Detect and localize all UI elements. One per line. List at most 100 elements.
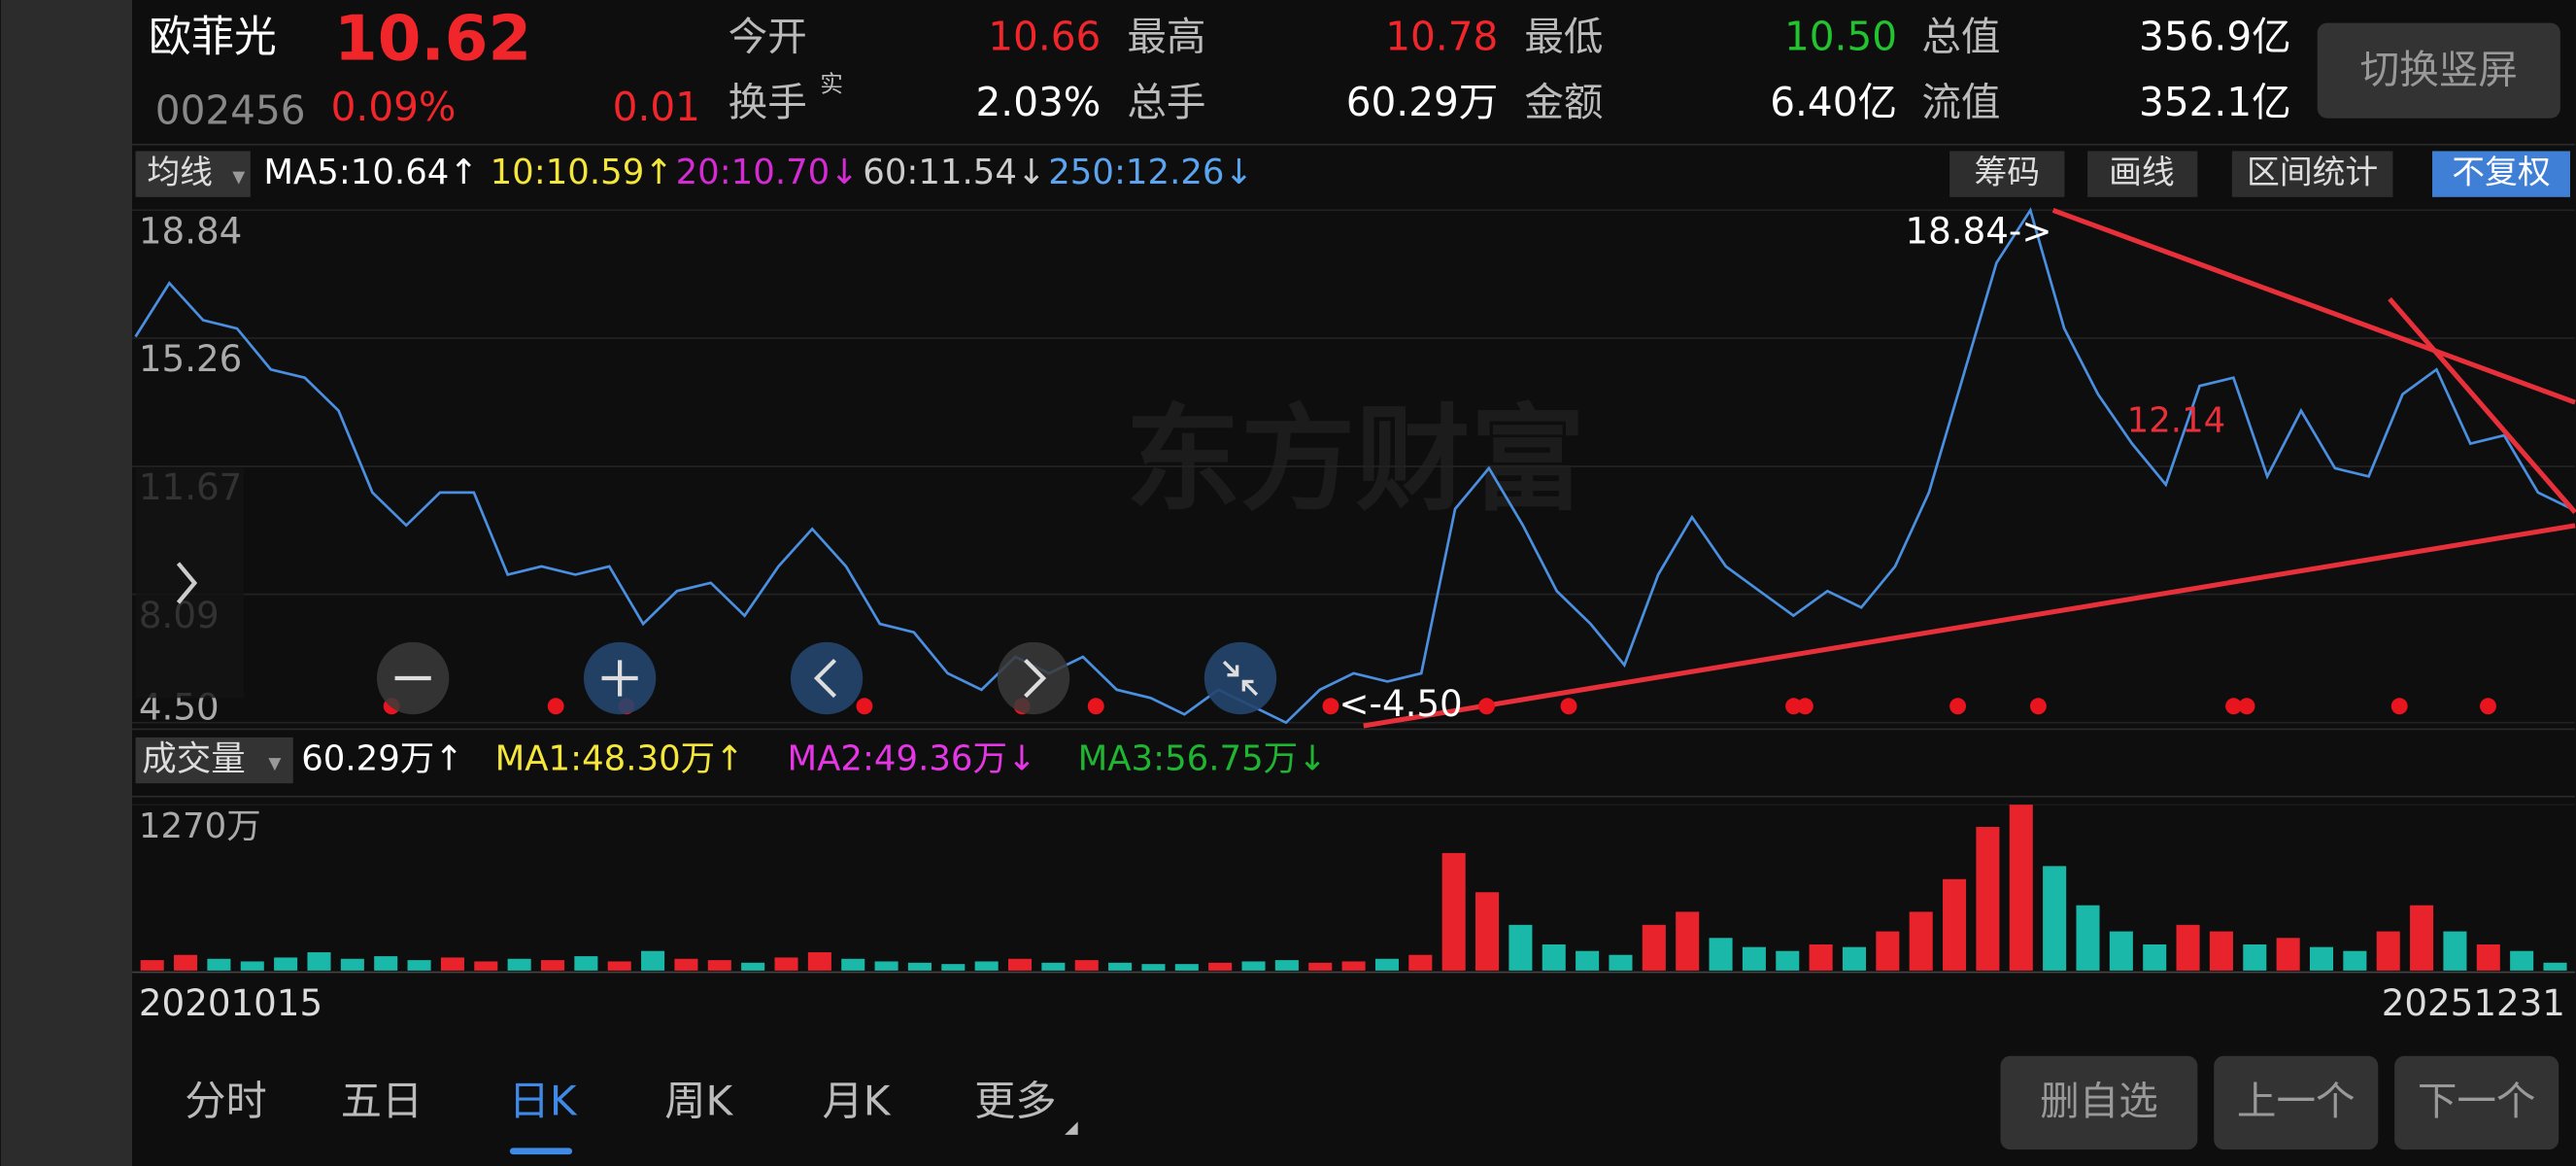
volume-bar xyxy=(1776,950,1800,971)
volume-bar xyxy=(507,958,531,971)
price-line xyxy=(134,207,2573,725)
volume-dropdown-label[interactable]: 成交量 xyxy=(142,739,245,779)
quote-value: 352.1亿 xyxy=(2139,79,2291,125)
ma-item: MA5:10.64↑ xyxy=(263,153,478,192)
ma-dropdown[interactable] xyxy=(135,151,251,197)
action-button[interactable] xyxy=(2394,1055,2559,1150)
switch-button[interactable] xyxy=(2317,22,2560,119)
volume-bar xyxy=(2276,938,2300,971)
volume-bar xyxy=(1108,962,1133,971)
tool-button[interactable] xyxy=(2231,151,2393,197)
tool-label[interactable]: 画线 xyxy=(2109,154,2175,191)
icon xyxy=(601,660,638,697)
volume-bar xyxy=(1475,892,1500,971)
volume-bar xyxy=(574,956,598,971)
volume-bar xyxy=(1876,931,1900,971)
tab-active[interactable]: 日K xyxy=(509,1077,578,1124)
dropdown-caret: ▼ xyxy=(232,167,245,187)
dot xyxy=(2225,698,2242,715)
volume-bar xyxy=(1274,960,1299,971)
tab[interactable]: 更多 xyxy=(974,1077,1057,1124)
price-plot xyxy=(134,207,2573,725)
action-label[interactable]: 下一个 xyxy=(2418,1078,2536,1124)
volume-bar xyxy=(607,961,631,971)
volume-bar xyxy=(140,960,164,971)
volume-dropdown[interactable] xyxy=(135,737,293,784)
tool-label[interactable]: 筹码 xyxy=(1974,154,2040,191)
dot xyxy=(2480,698,2496,715)
action-button[interactable] xyxy=(2000,1055,2198,1150)
volume-bar xyxy=(1976,827,2000,971)
volume-item: MA1:48.30万↑ xyxy=(495,739,744,779)
quote-value: 356.9亿 xyxy=(2139,14,2291,60)
volume-bar xyxy=(274,957,298,971)
volume-bar xyxy=(2343,950,2367,971)
volume-bar xyxy=(340,958,364,971)
volume-bar xyxy=(1341,961,1366,971)
volume-bar xyxy=(1742,946,1766,971)
change: 0.01 xyxy=(613,84,700,130)
watermark: 东方财富 xyxy=(1126,393,1585,527)
switch-label[interactable]: 切换竖屏 xyxy=(2360,46,2518,92)
tab[interactable]: 五日 xyxy=(341,1077,423,1124)
volume-item: 60.29万↑ xyxy=(301,739,463,779)
volume-bar xyxy=(907,962,932,971)
side-toggle[interactable] xyxy=(135,467,245,699)
quote-value: 10.66 xyxy=(988,14,1101,60)
action-label[interactable]: 上一个 xyxy=(2237,1078,2356,1124)
reset[interactable] xyxy=(1203,641,1277,715)
quote-value: 60.29万 xyxy=(1346,79,1499,125)
pan-right[interactable] xyxy=(997,641,1070,715)
dot xyxy=(1322,698,1339,715)
tab[interactable]: 分时 xyxy=(185,1077,266,1124)
volume-bar xyxy=(1943,878,1967,971)
volume-bar xyxy=(1542,943,1566,971)
volume-bar xyxy=(2209,931,2233,971)
ma-dropdown-label[interactable]: 均线 xyxy=(147,154,213,191)
more-caret xyxy=(1065,1121,1078,1135)
quote-label: 总手 xyxy=(1127,79,1205,125)
side-arrow[interactable] xyxy=(176,562,198,604)
end-date: 20251231 xyxy=(2382,981,2565,1024)
volume-bar xyxy=(2510,950,2534,971)
tool-button[interactable] xyxy=(2432,151,2570,197)
volume-bar xyxy=(2143,943,2167,971)
icon xyxy=(1222,660,1259,697)
tool-label[interactable]: 不复权 xyxy=(2452,154,2550,191)
quote-label: 换手 xyxy=(729,79,807,125)
tool-button[interactable] xyxy=(1949,151,2065,197)
volume-bar xyxy=(1074,960,1099,971)
volume-bar xyxy=(741,962,765,971)
volume-bar xyxy=(207,958,231,971)
volume-bar xyxy=(2376,931,2400,971)
dot xyxy=(1560,698,1577,715)
tool-button[interactable] xyxy=(2087,151,2198,197)
volume-bar xyxy=(1842,946,1867,971)
pan-left[interactable] xyxy=(790,641,864,715)
icon xyxy=(813,658,837,699)
volume-bar xyxy=(2309,946,2334,971)
dot xyxy=(2390,698,2408,715)
volume-bar xyxy=(1007,958,1033,971)
tab[interactable]: 月K xyxy=(823,1077,892,1124)
action-label[interactable]: 删自选 xyxy=(2040,1078,2158,1124)
volume-bar xyxy=(174,954,198,971)
tab[interactable]: 周K xyxy=(664,1077,733,1124)
action-button[interactable] xyxy=(2214,1055,2379,1150)
volume-bar xyxy=(974,961,999,971)
volume-bar xyxy=(2443,931,2467,971)
volume-bar xyxy=(1909,911,1933,971)
trend-line xyxy=(2051,207,2576,405)
y-tick-label: 15.26 xyxy=(139,337,242,380)
tool-label[interactable]: 区间统计 xyxy=(2247,154,2378,191)
dot xyxy=(1949,698,1967,715)
volume-bar xyxy=(1709,938,1733,971)
volume-bar xyxy=(1208,962,1233,971)
volume-bar xyxy=(474,961,498,971)
quote-label: 最低 xyxy=(1524,14,1603,60)
volume-bar xyxy=(540,960,565,971)
volume-bar xyxy=(2176,924,2200,971)
volume-bar xyxy=(2043,866,2067,971)
side-bar xyxy=(0,0,133,1166)
ma-item: 250:12.26↓ xyxy=(1048,153,1253,192)
